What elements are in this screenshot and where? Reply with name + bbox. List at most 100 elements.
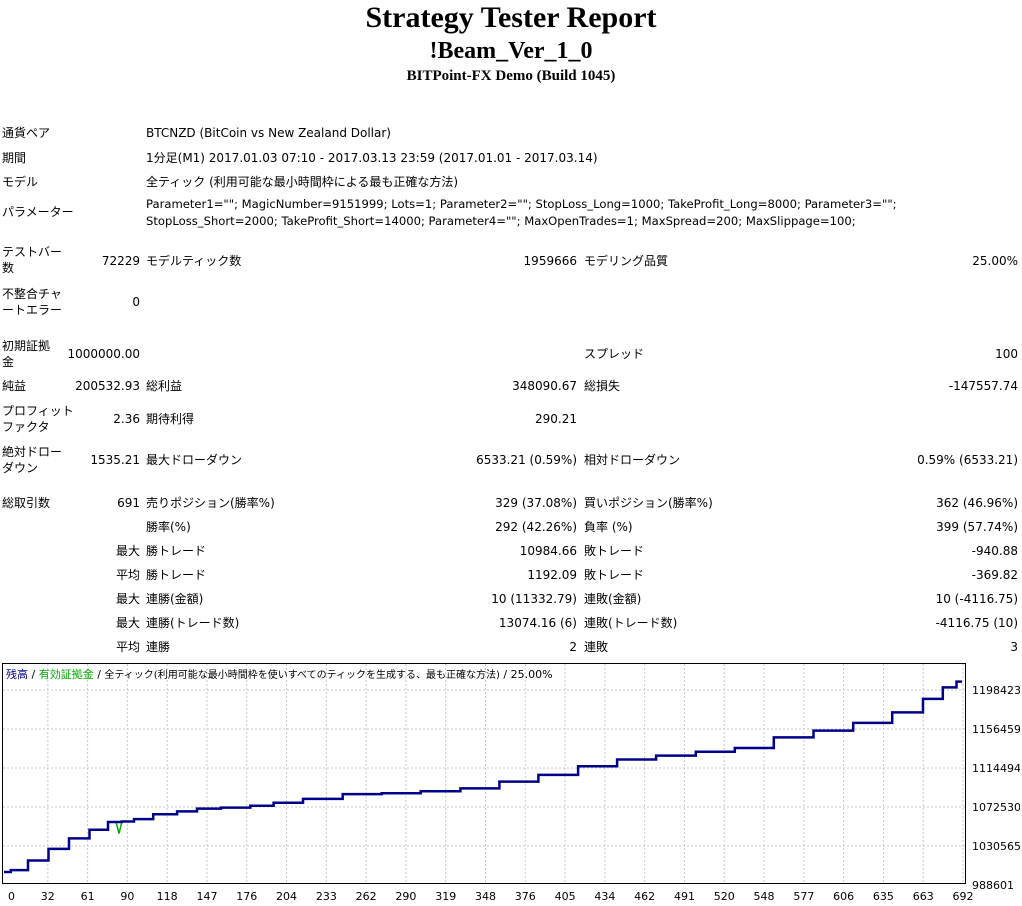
legend-sep-3: / bbox=[500, 668, 511, 681]
total-trades-label: 総取引数 bbox=[2, 496, 51, 510]
y-tick-label: 1156459 bbox=[972, 723, 1020, 736]
net-profit-label: 純益 bbox=[2, 379, 27, 393]
quality-label: モデリング品質 bbox=[584, 254, 669, 268]
params-line-2: StopLoss_Short=2000; TakeProfit_Short=14… bbox=[146, 214, 856, 228]
expected-payoff-label: 期待利得 bbox=[146, 412, 195, 426]
x-tick-label: 233 bbox=[316, 890, 337, 903]
max-consec-profit-label: 連勝(トレード数) bbox=[146, 616, 240, 630]
y-axis-ticks: 1198423 1156459 1114494 1072530 1030565 98860… bbox=[972, 684, 1020, 892]
symbol-value: BTCNZD (BitCoin vs New Zealand Dollar) bbox=[146, 126, 391, 140]
x-tick-label: 462 bbox=[634, 890, 655, 903]
average-label: 平均 bbox=[115, 568, 140, 582]
total-trades-value: 691 bbox=[117, 496, 140, 510]
period-value: 1分足(M1) 2017.01.03 07:10 - 2017.03.13 23… bbox=[146, 151, 598, 165]
x-tick-label: 376 bbox=[515, 890, 536, 903]
server-name: BITPoint-FX Demo (Build 1045) bbox=[406, 68, 616, 84]
max-consec-loss-value: -4116.75 (10) bbox=[935, 616, 1018, 630]
abs-drawdown-label: 絶対ドロー bbox=[2, 445, 63, 459]
x-tick-label: 491 bbox=[674, 890, 695, 903]
chart-legend: 残高 / 有効証拠金 / 全ティック(利用可能な最小時間枠を使いすべてのティック… bbox=[6, 667, 553, 681]
largest-loss-value: -940.88 bbox=[971, 544, 1018, 558]
long-positions-label: 買いポジション(勝率%) bbox=[584, 496, 713, 510]
profit-factor-label: プロフィット bbox=[2, 404, 74, 418]
spread-label: スプレッド bbox=[584, 347, 645, 361]
y-tick-label: 1030565 bbox=[972, 840, 1020, 853]
x-tick-label: 348 bbox=[475, 890, 496, 903]
gross-loss-label: 総損失 bbox=[584, 379, 621, 393]
largest-loss-label: 敗トレード bbox=[584, 544, 645, 558]
win-rate-value: 292 (42.26%) bbox=[495, 520, 577, 534]
rel-drawdown-value: 0.59% (6533.21) bbox=[917, 453, 1018, 467]
balance-chart: 残高 / 有効証拠金 / 全ティック(利用可能な最小時間枠を使いすべてのティック… bbox=[2, 663, 1020, 903]
rel-drawdown-label: 相対ドローダウン bbox=[584, 453, 681, 467]
chart-grid bbox=[3, 664, 965, 883]
abs-drawdown-label-2: ダウン bbox=[2, 461, 39, 475]
x-tick-label: 577 bbox=[793, 890, 814, 903]
x-tick-label: 262 bbox=[356, 890, 377, 903]
max-consec-losses-label: 連敗(金額) bbox=[584, 592, 642, 606]
period-label: 期間 bbox=[2, 151, 27, 165]
quality-value: 25.00% bbox=[972, 254, 1018, 268]
ea-name: !Beam_Ver_1_0 bbox=[429, 38, 593, 64]
legend-model: 全ティック(利用可能な最小時間枠を使いすべてのティックを生成する、最も正確な方法… bbox=[104, 668, 500, 681]
loss-rate-value: 399 (57.74%) bbox=[936, 520, 1018, 534]
x-tick-label: 319 bbox=[435, 890, 456, 903]
net-profit-value: 200532.93 bbox=[75, 379, 140, 393]
x-tick-label: 606 bbox=[833, 890, 854, 903]
deposit-value: 1000000.00 bbox=[67, 347, 140, 361]
legend-equity: 有効証拠金 bbox=[39, 667, 94, 681]
loss-rate-label: 負率 (%) bbox=[584, 520, 633, 534]
x-tick-label: 204 bbox=[276, 890, 297, 903]
max-consec-wins-value: 10 (11332.79) bbox=[491, 592, 577, 606]
max-consec-losses-value: 10 (-4116.75) bbox=[935, 592, 1018, 606]
report-title: Strategy Tester Report bbox=[365, 1, 657, 34]
abs-drawdown-value: 1535.21 bbox=[90, 453, 140, 467]
gross-profit-value: 348090.67 bbox=[512, 379, 577, 393]
chart-plot-area bbox=[2, 663, 966, 884]
legend-sep-1: / bbox=[28, 668, 39, 681]
legend-sep-2: / bbox=[94, 668, 105, 681]
short-positions-value: 329 (37.08%) bbox=[495, 496, 577, 510]
expected-payoff-value: 290.21 bbox=[535, 412, 577, 426]
avg-loss-label: 敗トレード bbox=[584, 568, 645, 582]
short-positions-label: 売りポジション(勝率%) bbox=[146, 496, 275, 510]
x-tick-label: 118 bbox=[157, 890, 178, 903]
avg-consec-losses-value: 3 bbox=[1010, 640, 1018, 654]
x-tick-label: 290 bbox=[395, 890, 416, 903]
x-tick-label: 90 bbox=[120, 890, 134, 903]
legend-quality: 25.00% bbox=[511, 668, 553, 681]
max-consec-wins-label: 連勝(金額) bbox=[146, 592, 204, 606]
avg-consec-wins-label: 連勝 bbox=[146, 640, 171, 654]
deposit-label-2: 金 bbox=[2, 355, 15, 369]
x-tick-label: 635 bbox=[873, 890, 894, 903]
x-tick-label: 434 bbox=[594, 890, 615, 903]
symbol-label: 通貨ペア bbox=[2, 126, 51, 140]
win-rate-label: 勝率(%) bbox=[146, 520, 191, 534]
largest-win-label: 勝トレード bbox=[146, 544, 207, 558]
largest-win-value: 10984.66 bbox=[519, 544, 577, 558]
ticks-value: 1959666 bbox=[523, 254, 577, 268]
avg-consec-label: 平均 bbox=[115, 640, 140, 654]
ticks-label: モデルティック数 bbox=[146, 254, 242, 268]
largest-label: 最大 bbox=[115, 544, 140, 558]
x-tick-label: 0 bbox=[8, 890, 15, 903]
bars-label: テストバー bbox=[2, 245, 63, 259]
mismatch-label: 不整合チャ bbox=[2, 287, 62, 301]
params-line-1: Parameter1=""; MagicNumber=9151999; Lots… bbox=[146, 197, 897, 211]
max-consec-label: 最大 bbox=[115, 592, 140, 606]
max-consec-profit-value: 13074.16 (6) bbox=[498, 616, 577, 630]
mismatch-label-2: ートエラー bbox=[2, 303, 63, 317]
y-tick-label: 1198423 bbox=[972, 684, 1020, 697]
model-value: 全ティック (利用可能な最小時間枠による最も正確な方法) bbox=[146, 175, 459, 189]
legend-balance: 残高 bbox=[6, 667, 28, 681]
x-tick-label: 32 bbox=[41, 890, 55, 903]
max-drawdown-value: 6533.21 (0.59%) bbox=[476, 453, 577, 467]
equity-line bbox=[115, 822, 123, 834]
x-tick-label: 520 bbox=[714, 890, 735, 903]
avg-win-value: 1192.09 bbox=[527, 568, 577, 582]
bars-value: 72229 bbox=[101, 254, 140, 268]
avg-win-label: 勝トレード bbox=[146, 568, 207, 582]
long-positions-value: 362 (46.96%) bbox=[936, 496, 1018, 510]
params-label: パラメーター bbox=[2, 205, 74, 219]
x-tick-label: 147 bbox=[196, 890, 217, 903]
